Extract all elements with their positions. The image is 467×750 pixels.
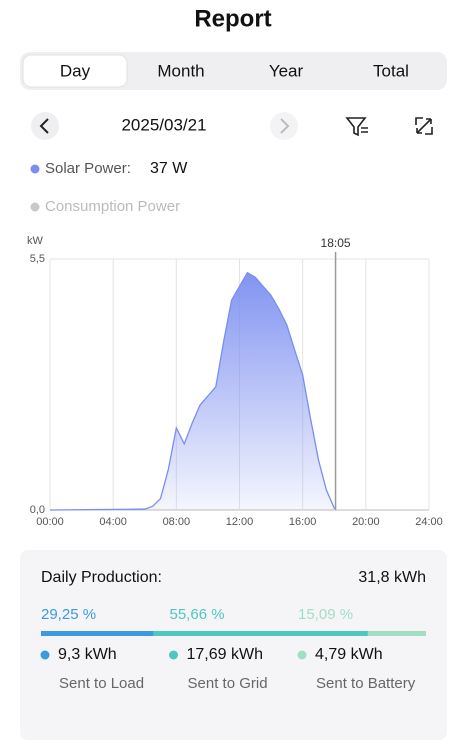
- filter-icon: [345, 117, 367, 137]
- tab[interactable]: Day: [60, 61, 91, 80]
- x-tick-label: 12:00: [226, 516, 254, 528]
- item-energy: 9,3 kWh: [58, 646, 117, 663]
- item-label: Sent to Battery: [316, 675, 416, 692]
- expand-icon: [415, 117, 433, 135]
- x-tick-label: 00:00: [36, 516, 64, 528]
- item-dot: [40, 650, 50, 660]
- production-card: [20, 550, 447, 740]
- item-dot: [169, 650, 178, 660]
- legend-value: 37 W: [150, 160, 188, 177]
- item-label: Sent to Grid: [187, 675, 268, 692]
- date-label: 2025/03/21: [121, 115, 206, 134]
- percent-label: 15,09 %: [298, 606, 353, 623]
- prev-icon: [39, 118, 49, 134]
- percent-label: 29,25 %: [41, 606, 96, 623]
- y-tick-label: 5,5: [30, 253, 45, 265]
- production-title: Daily Production:: [41, 569, 162, 586]
- filter-icon-lines: [361, 127, 368, 133]
- progress-segment: [153, 631, 368, 636]
- item-label: Sent to Load: [59, 675, 145, 692]
- item-energy: 17,69 kWh: [187, 646, 263, 663]
- tab[interactable]: Month: [157, 61, 204, 80]
- legend-label[interactable]: Solar Power:: [45, 160, 131, 177]
- cursor-label: 18:05: [321, 236, 351, 250]
- x-tick-label: 20:00: [352, 516, 380, 528]
- x-tick-label: 16:00: [289, 516, 317, 528]
- item-label-box: Sent to Grid: [187, 675, 268, 692]
- expand-button[interactable]: [415, 117, 433, 135]
- tab[interactable]: Total: [373, 61, 409, 80]
- x-tick-label: 08:00: [163, 516, 191, 528]
- production-total: 31,8 kWh: [358, 569, 426, 586]
- page-title: Report: [194, 5, 271, 32]
- item-label-box: Sent to Battery: [316, 675, 416, 692]
- tab[interactable]: Year: [269, 61, 304, 80]
- area-line: [49, 271, 336, 511]
- prev-day-button[interactable]: [31, 112, 59, 140]
- next-icon: [280, 118, 290, 134]
- area-fill: [50, 272, 336, 510]
- x-tick-label: 24:00: [415, 516, 443, 528]
- percent-label: 55,66 %: [170, 606, 225, 623]
- tab-selected: [22, 54, 128, 88]
- progress-segment: [41, 631, 154, 636]
- item-label-box: Sent to Load: [59, 675, 145, 692]
- filter-button[interactable]: [345, 117, 368, 137]
- legend-dot: [30, 202, 40, 212]
- y-axis-label: kW: [27, 235, 44, 247]
- item-dot: [297, 650, 307, 660]
- legend-dot: [30, 164, 40, 174]
- y-tick-label: 0,0: [30, 504, 45, 516]
- legend-label[interactable]: Consumption Power: [45, 198, 180, 215]
- next-day-button[interactable]: [270, 112, 298, 140]
- item-energy: 4,79 kWh: [315, 646, 383, 663]
- x-tick-label: 04:00: [99, 516, 127, 528]
- progress-segment: [367, 631, 426, 636]
